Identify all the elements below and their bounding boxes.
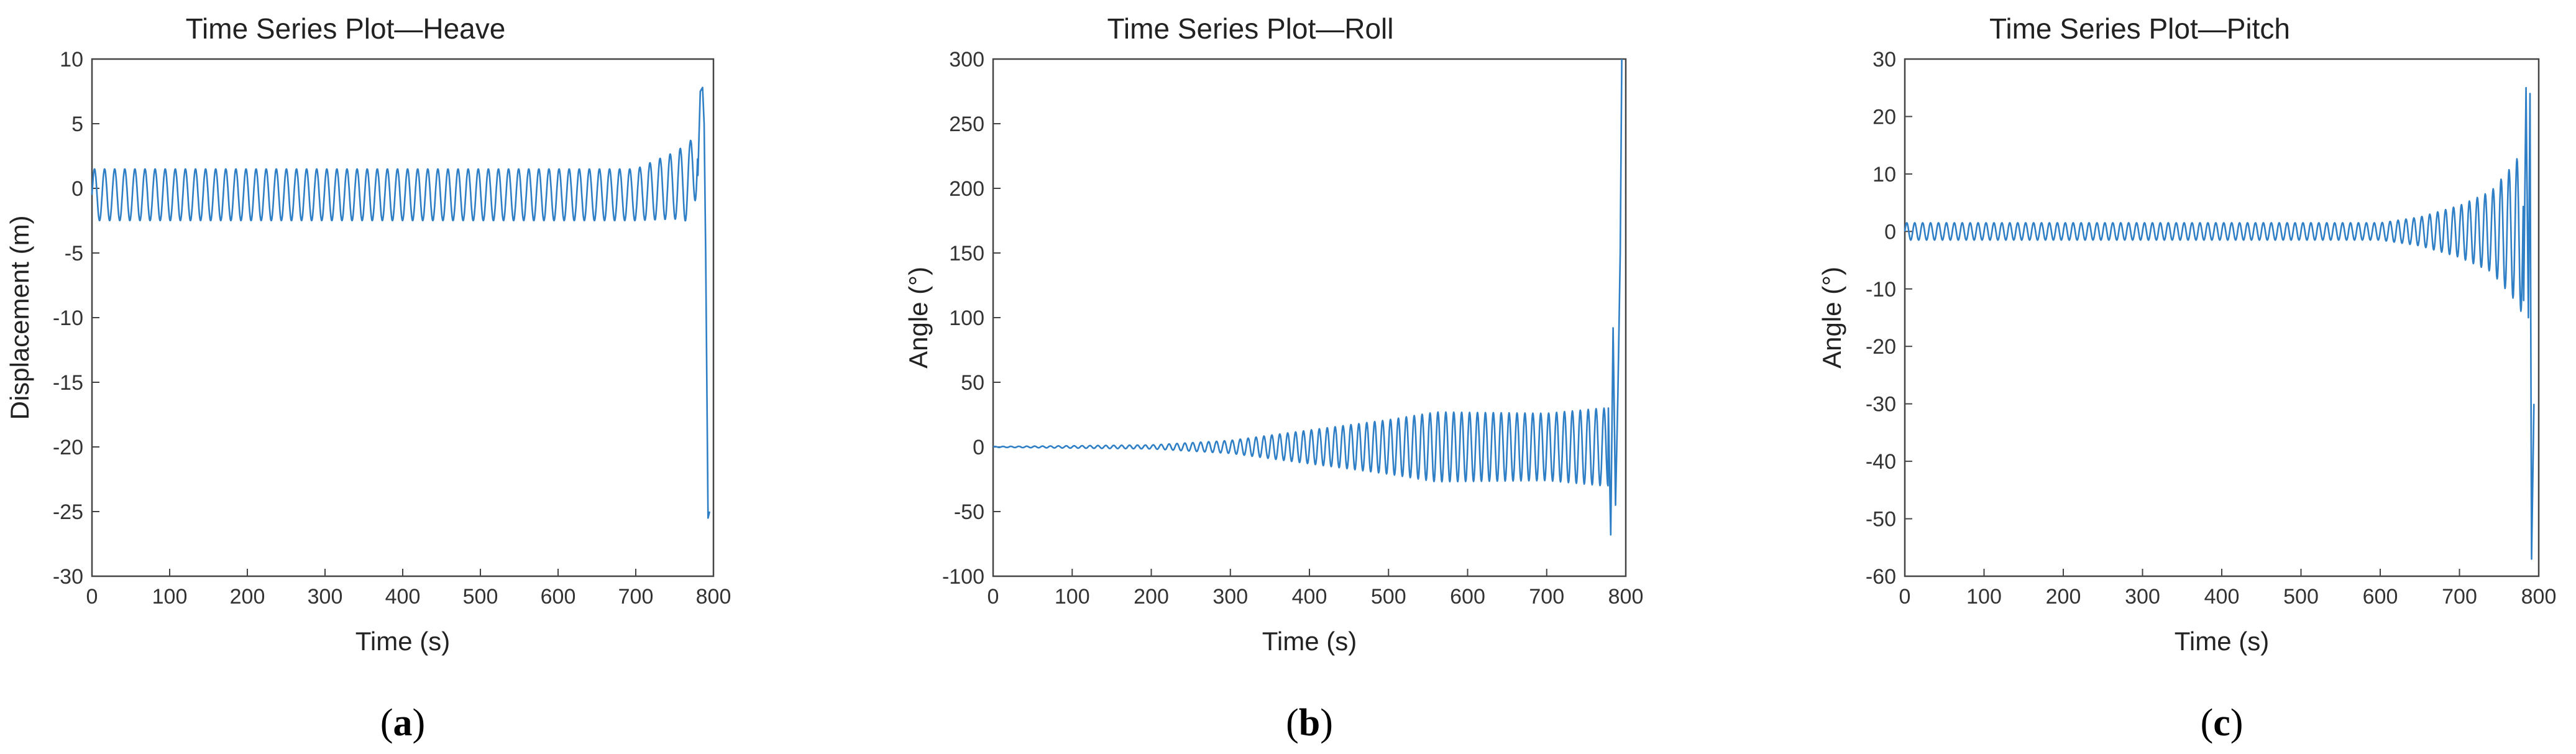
y-tick-label-heave: -20 <box>53 436 83 459</box>
axis-ticks-pitch: 0 100 200 300 400 500 600 700 800-60-50-40-30-20… <box>1866 48 2557 609</box>
series-line-heave <box>91 86 711 519</box>
x-axis-label-roll: Time (s) <box>1262 627 1357 656</box>
plot-frame-pitch <box>1904 58 2540 577</box>
caption-letter-a: a <box>393 702 413 744</box>
axis-ticks-roll: 0 100 200 300 400 500 600 700 800 -100 -50 0 50 100 15… <box>942 48 1643 609</box>
x-tick-label-pitch: 0 <box>1899 585 1911 609</box>
y-tick-label-heave: -5 <box>65 242 83 265</box>
x-tick-label-heave: 800 <box>696 585 731 609</box>
x-tick-label-roll: 800 <box>1608 585 1644 609</box>
x-tick-label-roll: 0 <box>988 585 999 609</box>
caption-letter-b: b <box>1299 702 1320 744</box>
x-tick-label-roll: 100 <box>1055 585 1090 609</box>
x-tick-label-roll: 700 <box>1529 585 1564 609</box>
y-tick-label-roll: -100 <box>942 565 984 589</box>
x-tick-label-roll: 400 <box>1292 585 1327 609</box>
x-tick-label-heave: 300 <box>308 585 343 609</box>
y-axis-label-heave: Displacement (m) <box>5 215 34 420</box>
y-tick-label-pitch: 10 <box>1872 163 1896 186</box>
chart-title-roll: Time Series Plot—Roll <box>1107 12 1394 45</box>
x-tick-label-pitch: 300 <box>2125 585 2160 609</box>
y-tick-label-heave: 0 <box>71 177 83 201</box>
x-tick-label-pitch: 400 <box>2204 585 2240 609</box>
x-tick-label-roll: 600 <box>1450 585 1485 609</box>
x-tick-label-pitch: 600 <box>2363 585 2398 609</box>
x-tick-label-pitch: 800 <box>2521 585 2557 609</box>
chart-title-heave: Time Series Plot—Heave <box>186 12 506 45</box>
x-tick-label-pitch: 200 <box>2046 585 2081 609</box>
x-tick-label-heave: 600 <box>541 585 576 609</box>
plot-frame-heave <box>91 58 715 577</box>
y-tick-label-pitch: -20 <box>1866 335 1896 359</box>
plot-frame-roll <box>992 58 1627 577</box>
y-tick-label-heave: 10 <box>60 48 83 71</box>
panel-pitch: Time Series Plot—Pitch 0 100 200 300 400 500 6… <box>1817 12 2556 744</box>
x-tick-label-heave: 100 <box>152 585 188 609</box>
y-tick-label-heave: -15 <box>53 371 83 395</box>
y-tick-label-roll: 300 <box>949 48 984 71</box>
y-tick-label-roll: 150 <box>949 242 984 265</box>
y-tick-label-heave: -25 <box>53 500 83 524</box>
x-axis-label-heave: Time (s) <box>355 627 450 656</box>
y-axis-label-roll: Angle (°) <box>904 267 933 369</box>
y-tick-label-pitch: -60 <box>1866 565 1896 589</box>
y-tick-label-roll: 200 <box>949 177 984 201</box>
panel-heave: Time Series Plot—Heave 0 100 200 300 400 500 6… <box>5 12 731 744</box>
y-tick-label-pitch: -50 <box>1866 508 1896 531</box>
x-tick-label-roll: 500 <box>1371 585 1406 609</box>
chart-title-pitch: Time Series Plot—Pitch <box>1989 12 2290 45</box>
y-tick-label-roll: 250 <box>949 113 984 136</box>
x-tick-label-pitch: 100 <box>1966 585 2002 609</box>
x-tick-label-pitch: 700 <box>2442 585 2477 609</box>
y-tick-label-pitch: 0 <box>1884 220 1896 244</box>
series-line-pitch <box>1904 86 2535 560</box>
x-tick-label-roll: 200 <box>1134 585 1169 609</box>
caption-b: (b) <box>1286 702 1333 744</box>
y-tick-label-pitch: -40 <box>1866 450 1896 474</box>
x-tick-label-roll: 300 <box>1212 585 1248 609</box>
x-tick-label-heave: 0 <box>86 585 98 609</box>
y-tick-label-heave: -10 <box>53 306 83 330</box>
y-tick-label-pitch: 20 <box>1872 105 1896 129</box>
y-tick-label-pitch: 30 <box>1872 48 1896 71</box>
y-tick-label-roll: 50 <box>961 371 984 395</box>
x-tick-label-pitch: 500 <box>2283 585 2319 609</box>
x-tick-label-heave: 400 <box>385 585 421 609</box>
y-axis-label-pitch: Angle (°) <box>1817 267 1846 369</box>
x-tick-label-heave: 700 <box>618 585 654 609</box>
caption-a: (a) <box>380 702 425 744</box>
y-tick-label-pitch: -30 <box>1866 393 1896 416</box>
x-axis-label-pitch: Time (s) <box>2175 627 2269 656</box>
x-tick-label-heave: 500 <box>463 585 498 609</box>
y-tick-label-heave: -30 <box>53 565 83 589</box>
y-tick-label-heave: 5 <box>71 113 83 136</box>
y-tick-label-roll: -50 <box>954 500 984 524</box>
panel-roll: Time Series Plot—Roll 0 100 200 300 400 500 60… <box>904 12 1643 744</box>
caption-letter-c: c <box>2213 702 2230 744</box>
y-tick-label-roll: 100 <box>949 306 984 330</box>
series-line-roll <box>992 58 1623 536</box>
y-tick-label-roll: 0 <box>973 436 984 459</box>
x-tick-label-heave: 200 <box>230 585 265 609</box>
y-tick-label-pitch: -10 <box>1866 278 1896 301</box>
axis-ticks-heave: 0 100 200 300 400 500 600 700 800-30-25-20-15-10… <box>53 48 731 609</box>
caption-c: (c) <box>2201 702 2244 744</box>
